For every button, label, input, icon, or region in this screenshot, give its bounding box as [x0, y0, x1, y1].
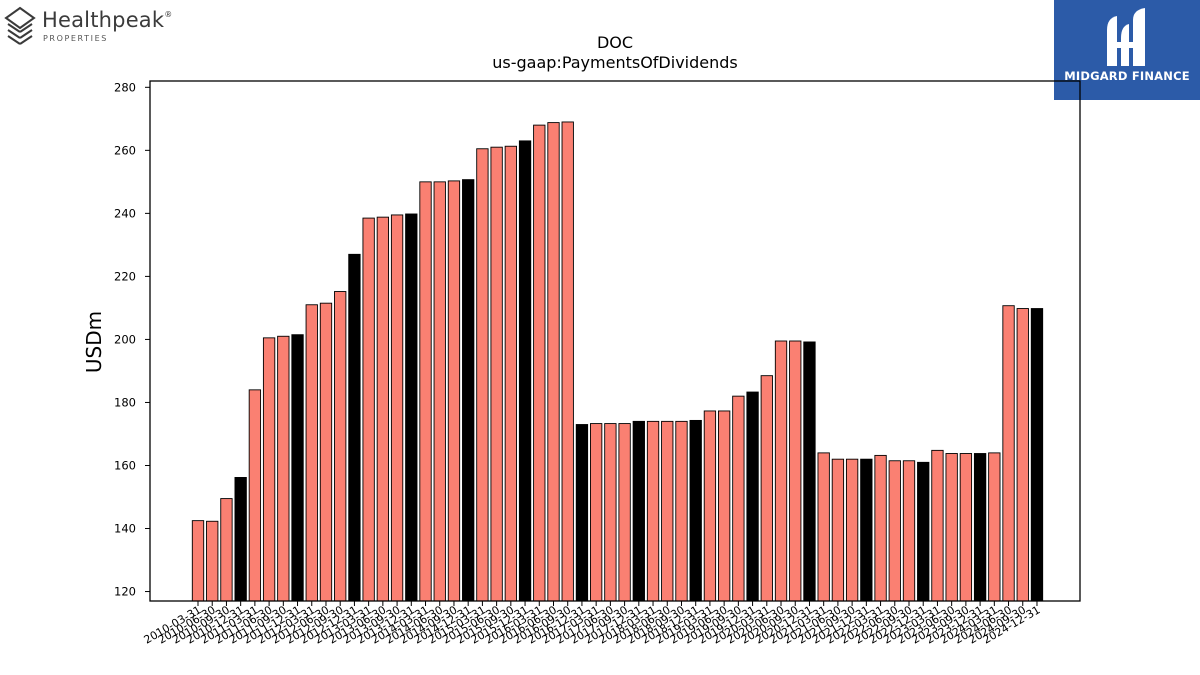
- bar-2018-06-30: [661, 420, 674, 602]
- bar-2011-09-30: [277, 335, 290, 602]
- y-tick-label: 200: [114, 332, 136, 346]
- bar-2020-12-31: [803, 341, 816, 602]
- bar-2014-03-31: [419, 181, 432, 602]
- y-tick-label: 140: [114, 522, 136, 536]
- chart-subtitle: us-gaap:PaymentsOfDividends: [492, 53, 738, 72]
- bar-2020-09-30: [789, 340, 802, 602]
- bar-2021-03-31: [817, 452, 830, 602]
- bar-2010-09-30: [220, 498, 233, 602]
- plot-frame: [149, 80, 1081, 602]
- bar-2012-12-31: [348, 253, 361, 602]
- midgard-finance-name: MIDGARD FINANCE: [1064, 69, 1190, 83]
- bar-2013-03-31: [362, 217, 375, 602]
- bar-2022-06-30: [888, 460, 901, 602]
- healthpeak-name: Healthpeak®: [42, 8, 173, 32]
- bar-2013-09-30: [390, 214, 404, 602]
- bar-2017-03-31: [590, 423, 603, 602]
- bar-2010-03-31: [191, 520, 205, 602]
- bar-2014-09-30: [447, 180, 461, 602]
- bar-2021-06-30: [831, 458, 845, 602]
- bar-2016-03-31: [533, 124, 546, 602]
- bar-2013-12-31: [405, 213, 418, 602]
- bar-2020-03-31: [760, 375, 773, 602]
- bar-2016-09-30: [561, 121, 574, 602]
- bar-2023-12-31: [973, 453, 987, 602]
- bar-2010-06-30: [206, 520, 219, 602]
- y-tick-label: 240: [114, 206, 136, 220]
- bar-2012-06-30: [319, 302, 333, 602]
- bar-2024-06-30: [1002, 305, 1015, 602]
- bar-2022-12-31: [917, 461, 930, 602]
- bar-2024-03-31: [988, 452, 1001, 602]
- bar-2022-03-31: [874, 454, 887, 602]
- bar-2019-06-30: [717, 410, 731, 602]
- y-tick-label: 120: [114, 585, 136, 599]
- bar-2023-06-30: [945, 453, 958, 602]
- y-tick-label: 260: [114, 143, 136, 157]
- y-tick-label: 180: [114, 395, 136, 409]
- healthpeak-logo: Healthpeak® PROPERTIES: [4, 4, 174, 48]
- bar-2018-12-31: [689, 419, 702, 602]
- bar-2016-06-30: [547, 122, 560, 602]
- bar-2024-09-30: [1016, 308, 1029, 602]
- bar-2018-03-31: [646, 420, 660, 602]
- chart-title: DOC: [596, 33, 634, 52]
- bar-2014-06-30: [433, 181, 446, 602]
- y-tick-label: 160: [114, 458, 136, 472]
- y-tick-label: 220: [114, 269, 136, 283]
- bar-2019-12-31: [746, 391, 759, 602]
- bar-2015-06-30: [490, 146, 503, 602]
- bar-2015-09-30: [504, 145, 517, 602]
- y-tick-label: 280: [114, 80, 136, 94]
- bar-2022-09-30: [902, 460, 916, 602]
- bar-2020-06-30: [774, 340, 788, 602]
- bar-2011-06-30: [262, 337, 276, 602]
- midgard-mark-icon: [1107, 8, 1145, 66]
- bar-2014-12-31: [462, 179, 475, 602]
- bar-2019-09-30: [732, 395, 745, 602]
- bar-2017-09-30: [618, 423, 631, 602]
- midgard-finance-logo: MIDGARD FINANCE: [1054, 0, 1200, 100]
- bar-2023-03-31: [931, 449, 944, 602]
- y-axis: 120 140 160 180 200 220 240 260 280: [114, 80, 150, 599]
- bar-2012-03-31: [305, 304, 318, 602]
- bar-2017-12-31: [632, 420, 645, 602]
- bar-2011-03-31: [248, 389, 262, 602]
- x-axis: 2010-03-312010-06-302010-09-302010-12-31…: [142, 601, 1042, 647]
- bar-2011-12-31: [291, 334, 304, 602]
- building-icon: [4, 6, 36, 45]
- bar-2023-09-30: [959, 453, 973, 602]
- healthpeak-subtitle: PROPERTIES: [43, 34, 108, 43]
- bar-2012-09-30: [334, 291, 347, 602]
- bar-2021-09-30: [845, 458, 859, 602]
- bar-2019-03-31: [703, 410, 717, 602]
- bar-2024-12-31: [1030, 308, 1044, 602]
- bar-2015-12-31: [518, 140, 532, 602]
- y-axis-label: USDm: [82, 310, 106, 374]
- bar-2021-12-31: [860, 458, 873, 602]
- bar-2017-06-30: [604, 423, 617, 602]
- bar-2010-12-31: [234, 477, 247, 602]
- bar-2015-03-31: [476, 148, 489, 602]
- bar-2016-12-31: [575, 424, 589, 602]
- bar-2013-06-30: [376, 216, 390, 602]
- bars-group: [191, 121, 1044, 602]
- bar-2018-09-30: [675, 420, 688, 602]
